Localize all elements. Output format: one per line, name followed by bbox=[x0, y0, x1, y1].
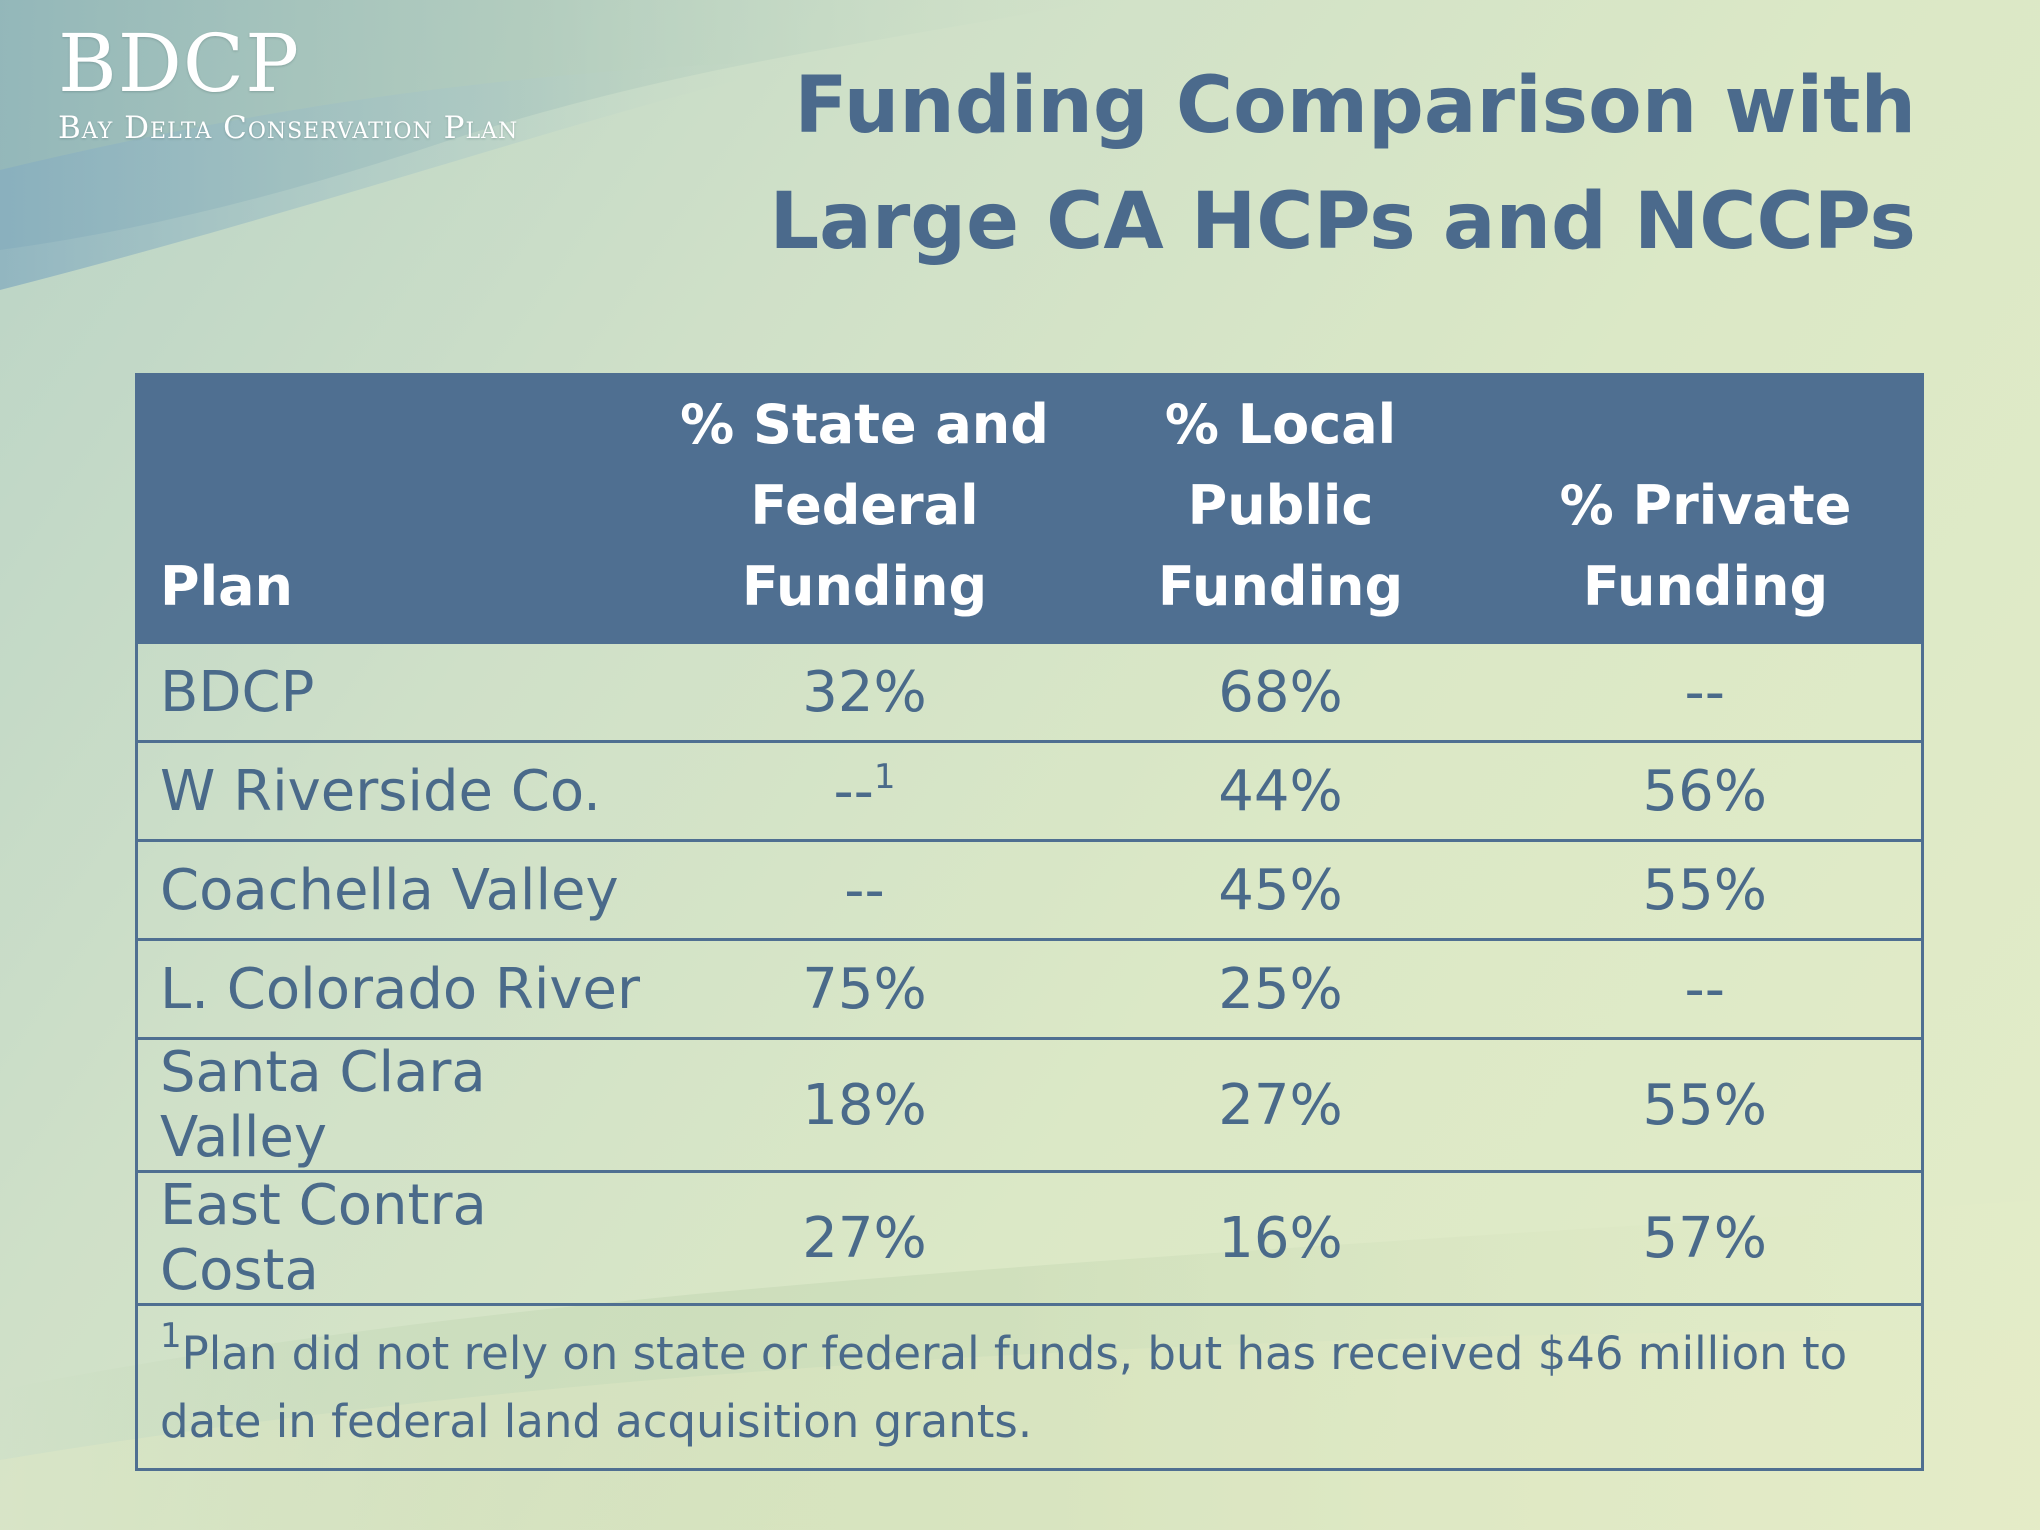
cell-private: 55% bbox=[1488, 1037, 1924, 1173]
table-header-row: Plan % State and Federal Funding % Local… bbox=[135, 373, 1924, 644]
header-local-public-line-2: Public bbox=[1187, 474, 1374, 537]
cell-private: -- bbox=[1488, 938, 1924, 1040]
header-local-public-line-1: % Local bbox=[1164, 393, 1397, 456]
footnote-text: Plan did not rely on state or federal fu… bbox=[160, 1327, 1848, 1448]
table-row: W Riverside Co. --1 44% 56% bbox=[135, 740, 1924, 842]
logo-mark: BDCP bbox=[58, 17, 300, 110]
table-row: L. Colorado River 75% 25% -- bbox=[135, 938, 1924, 1040]
cell-state-federal: 32% bbox=[656, 641, 1073, 743]
cell-state-federal-value: -- bbox=[833, 758, 874, 824]
cell-state-federal-value: 32% bbox=[802, 659, 927, 725]
table-row: BDCP 32% 68% -- bbox=[135, 641, 1924, 743]
table-row: East Contra Costa 27% 16% 57% bbox=[135, 1170, 1924, 1306]
footnote-marker: 1 bbox=[160, 1316, 182, 1356]
funding-table-container: Plan % State and Federal Funding % Local… bbox=[135, 373, 1924, 1471]
table-row: Santa Clara Valley 18% 27% 55% bbox=[135, 1037, 1924, 1173]
cell-plan: W Riverside Co. bbox=[135, 740, 657, 842]
header-local-public-line-3: Funding bbox=[1157, 555, 1404, 618]
cell-local-public: 68% bbox=[1072, 641, 1489, 743]
cell-plan: East Contra Costa bbox=[135, 1170, 657, 1306]
header-state-federal: % State and Federal Funding bbox=[655, 373, 1074, 644]
footnote-ref: 1 bbox=[873, 756, 896, 797]
slide-title: Funding Comparison with Large CA HCPs an… bbox=[769, 48, 1916, 280]
cell-state-federal: 27% bbox=[656, 1170, 1073, 1306]
cell-local-public: 25% bbox=[1072, 938, 1489, 1040]
cell-plan: BDCP bbox=[135, 641, 657, 743]
bdcp-logo: BDCP Bay Delta Conservation Plan bbox=[58, 17, 519, 147]
title-line-1: Funding Comparison with bbox=[794, 61, 1916, 151]
cell-plan: Coachella Valley bbox=[135, 839, 657, 941]
header-local-public: % Local Public Funding bbox=[1071, 373, 1490, 644]
title-line-2: Large CA HCPs and NCCPs bbox=[769, 177, 1916, 267]
cell-state-federal: 18% bbox=[656, 1037, 1073, 1173]
footnote: 1Plan did not rely on state or federal f… bbox=[135, 1303, 1924, 1471]
header-state-federal-line-3: Funding bbox=[741, 555, 988, 618]
cell-local-public: 27% bbox=[1072, 1037, 1489, 1173]
cell-state-federal: -- bbox=[656, 839, 1073, 941]
footnote-row: 1Plan did not rely on state or federal f… bbox=[135, 1303, 1924, 1471]
header-state-federal-line-1: % State and bbox=[680, 393, 1049, 456]
cell-state-federal: --1 bbox=[656, 740, 1073, 842]
cell-state-federal-value: 27% bbox=[802, 1205, 927, 1271]
cell-state-federal-value: -- bbox=[844, 857, 885, 923]
cell-local-public: 16% bbox=[1072, 1170, 1489, 1306]
cell-private: 55% bbox=[1488, 839, 1924, 941]
cell-private: 57% bbox=[1488, 1170, 1924, 1306]
cell-plan: L. Colorado River bbox=[135, 938, 657, 1040]
cell-local-public: 44% bbox=[1072, 740, 1489, 842]
cell-state-federal-value: 75% bbox=[802, 956, 927, 1022]
cell-private: 56% bbox=[1488, 740, 1924, 842]
header-private-line-2: Funding bbox=[1582, 555, 1829, 618]
header-private-line-1: % Private bbox=[1559, 474, 1852, 537]
cell-local-public: 45% bbox=[1072, 839, 1489, 941]
header-plan: Plan bbox=[135, 373, 658, 644]
header-private: % Private Funding bbox=[1487, 373, 1924, 644]
cell-plan: Santa Clara Valley bbox=[135, 1037, 657, 1173]
cell-private: -- bbox=[1488, 641, 1924, 743]
logo-subtitle: Bay Delta Conservation Plan bbox=[58, 110, 519, 146]
cell-state-federal: 75% bbox=[656, 938, 1073, 1040]
funding-comparison-table: Plan % State and Federal Funding % Local… bbox=[135, 373, 1924, 1471]
table-row: Coachella Valley -- 45% 55% bbox=[135, 839, 1924, 941]
header-state-federal-line-2: Federal bbox=[750, 474, 979, 537]
cell-state-federal-value: 18% bbox=[802, 1072, 927, 1138]
